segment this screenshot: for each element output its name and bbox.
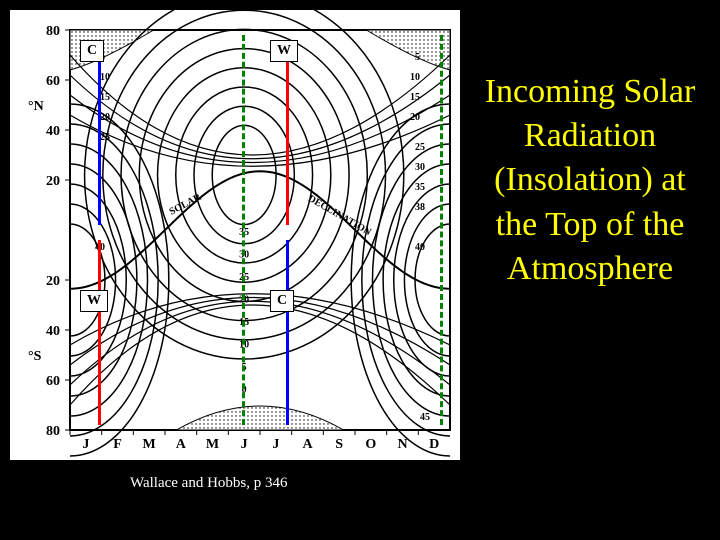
svg-text:40: 40 bbox=[46, 124, 60, 139]
svg-text:O: O bbox=[365, 437, 376, 452]
svg-text:5: 5 bbox=[415, 52, 420, 63]
svg-text:40: 40 bbox=[415, 242, 425, 253]
svg-text:15: 15 bbox=[410, 92, 420, 103]
svg-text:°S: °S bbox=[28, 349, 42, 364]
solstice-dashed-line bbox=[440, 35, 443, 425]
svg-text:15: 15 bbox=[100, 92, 110, 103]
svg-text:M: M bbox=[143, 437, 156, 452]
vertical-marker-line bbox=[98, 55, 101, 225]
vertical-marker-line bbox=[98, 240, 101, 425]
svg-text:25: 25 bbox=[100, 132, 110, 143]
svg-text:40: 40 bbox=[46, 324, 60, 339]
svg-text:M: M bbox=[206, 437, 219, 452]
svg-text:30: 30 bbox=[415, 162, 425, 173]
svg-text:J: J bbox=[241, 437, 248, 452]
vertical-marker-line bbox=[286, 240, 289, 425]
marker-box: C bbox=[80, 40, 104, 62]
svg-text:45: 45 bbox=[420, 412, 430, 423]
svg-text:J: J bbox=[82, 437, 89, 452]
caption: Wallace and Hobbs, p 346 bbox=[130, 475, 288, 492]
svg-text:DECLINATION: DECLINATION bbox=[306, 193, 374, 238]
marker-box: C bbox=[270, 290, 294, 312]
svg-text:D: D bbox=[429, 437, 439, 452]
svg-text:F: F bbox=[113, 437, 122, 452]
svg-text:10: 10 bbox=[100, 72, 110, 83]
svg-text:N: N bbox=[397, 437, 407, 452]
svg-text:25: 25 bbox=[415, 142, 425, 153]
marker-box: W bbox=[270, 40, 298, 62]
insolation-chart: 80 60 40 20 20 40 60 80 °N °S J F M A M J J A S O N D 5 10 15 20 2… bbox=[10, 10, 460, 460]
svg-text:°N: °N bbox=[28, 99, 44, 114]
svg-text:S: S bbox=[335, 437, 343, 452]
svg-text:20: 20 bbox=[46, 274, 60, 289]
solstice-dashed-line bbox=[242, 35, 245, 425]
svg-text:35: 35 bbox=[415, 182, 425, 193]
svg-text:A: A bbox=[302, 437, 313, 452]
svg-text:80: 80 bbox=[46, 24, 60, 39]
svg-text:J: J bbox=[272, 437, 279, 452]
svg-text:20: 20 bbox=[46, 174, 60, 189]
chart-container: 80 60 40 20 20 40 60 80 °N °S J F M A M J J A S O N D 5 10 15 20 2… bbox=[10, 10, 460, 460]
svg-text:38: 38 bbox=[415, 202, 425, 213]
marker-box: W bbox=[80, 290, 108, 312]
page-title: Incoming Solar Radiation (Insolation) at… bbox=[475, 70, 705, 291]
svg-text:10: 10 bbox=[410, 72, 420, 83]
svg-text:80: 80 bbox=[46, 424, 60, 439]
svg-text:60: 60 bbox=[46, 374, 60, 389]
svg-text:60: 60 bbox=[46, 74, 60, 89]
svg-text:A: A bbox=[176, 437, 187, 452]
vertical-marker-line bbox=[286, 55, 289, 225]
svg-text:20: 20 bbox=[410, 112, 420, 123]
svg-text:20: 20 bbox=[100, 112, 110, 123]
